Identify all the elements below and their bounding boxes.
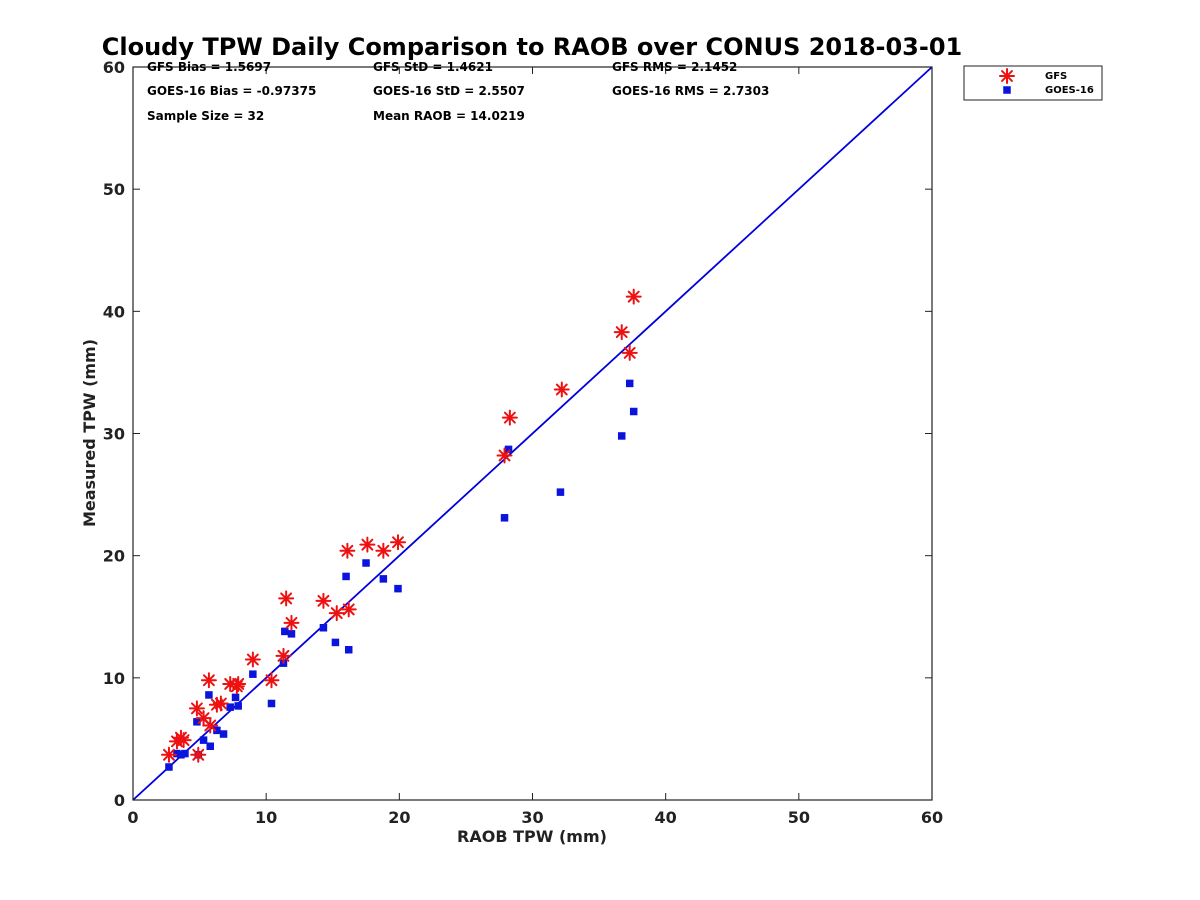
point-goes-16 <box>394 584 402 593</box>
chart-title: Cloudy TPW Daily Comparison to RAOB over… <box>102 33 962 61</box>
stat-gfs-rms: GFS RMS = 2.1452 <box>612 60 737 74</box>
point-gfs <box>621 344 638 361</box>
stats-annotation: GFS Bias = 1.5697 GFS StD = 1.4621 GFS R… <box>147 60 769 123</box>
point-gfs <box>175 732 192 749</box>
axis-ticks: 0 10 20 30 40 50 60 0 10 20 30 40 50 60 <box>103 58 943 827</box>
point-goes-16 <box>234 702 242 710</box>
point-goes-16 <box>231 693 240 702</box>
point-goes-16 <box>331 638 340 647</box>
stat-mean-raob: Mean RAOB = 14.0219 <box>373 109 525 123</box>
x-tick-label: 60 <box>921 808 943 827</box>
legend-symbol-gfs <box>999 68 1015 84</box>
point-gfs <box>613 324 630 341</box>
point-gfs <box>625 288 642 305</box>
point-gfs <box>390 534 407 551</box>
x-tick-label: 40 <box>655 808 677 827</box>
x-axis-label: RAOB TPW (mm) <box>457 827 607 846</box>
point-goes-16 <box>267 699 276 708</box>
point-goes-16 <box>206 742 214 750</box>
point-gfs <box>190 746 207 763</box>
y-tick-label: 0 <box>114 791 125 810</box>
point-goes-16 <box>205 691 213 699</box>
x-tick-label: 20 <box>388 808 410 827</box>
point-gfs <box>328 605 345 622</box>
point-gfs <box>275 647 292 664</box>
point-goes-16 <box>504 445 513 454</box>
y-tick-label: 60 <box>103 58 125 77</box>
point-goes-16 <box>181 749 189 758</box>
y-tick-label: 40 <box>103 302 125 321</box>
point-goes-16 <box>319 623 328 632</box>
series-gfs <box>160 288 642 763</box>
legend: GFS GOES-16 <box>963 65 1103 101</box>
stat-goes-bias: GOES-16 Bias = -0.97375 <box>147 84 316 98</box>
legend-symbol-goes-16 <box>1003 86 1011 94</box>
stat-gfs-std: GFS StD = 1.4621 <box>373 60 493 74</box>
point-gfs <box>244 651 261 668</box>
y-tick-label: 50 <box>103 180 125 199</box>
point-goes-16 <box>362 559 370 567</box>
reference-line-layer <box>132 66 933 801</box>
x-tick-label: 30 <box>521 808 543 827</box>
point-goes-16 <box>500 514 509 522</box>
point-gfs <box>212 695 229 712</box>
point-gfs <box>340 601 357 618</box>
point-goes-16 <box>193 718 201 726</box>
point-gfs <box>263 672 280 689</box>
point-goes-16 <box>287 630 296 638</box>
point-goes-16 <box>213 726 221 735</box>
point-goes-16 <box>344 645 353 654</box>
point-goes-16 <box>226 703 234 711</box>
y-tick-label: 10 <box>103 669 125 688</box>
point-goes-16 <box>173 749 181 758</box>
point-goes-16 <box>281 627 289 636</box>
legend-marker-goes-16 <box>1003 86 1011 94</box>
x-tick-label: 0 <box>127 808 138 827</box>
point-goes-16 <box>625 379 634 388</box>
point-goes-16 <box>342 572 350 581</box>
legend-marker-gfs <box>999 68 1015 84</box>
legend-box <box>963 65 1103 101</box>
point-goes-16 <box>629 407 638 416</box>
point-gfs <box>278 590 295 607</box>
point-gfs <box>553 381 570 398</box>
stat-gfs-bias: GFS Bias = 1.5697 <box>147 60 271 74</box>
point-gfs <box>230 675 247 692</box>
point-gfs <box>496 447 513 464</box>
y-tick-label: 20 <box>103 547 125 566</box>
point-gfs <box>283 614 300 631</box>
point-gfs <box>501 409 518 426</box>
point-gfs <box>315 592 332 609</box>
point-gfs <box>375 542 392 559</box>
legend-label-goes-16: GOES-16 <box>1045 85 1094 96</box>
point-gfs <box>188 700 205 717</box>
point-goes-16 <box>379 575 388 583</box>
point-goes-16 <box>199 736 208 744</box>
legend-label-gfs: GFS <box>1045 71 1067 82</box>
point-goes-16 <box>617 432 626 440</box>
point-gfs <box>160 746 177 763</box>
stat-goes-rms: GOES-16 RMS = 2.7303 <box>612 84 769 98</box>
point-gfs <box>339 542 356 559</box>
point-goes-16 <box>165 763 173 771</box>
one-to-one-line <box>132 66 933 801</box>
x-tick-label: 10 <box>255 808 277 827</box>
point-gfs <box>359 536 376 553</box>
stat-sample-size: Sample Size = 32 <box>147 109 264 123</box>
point-gfs <box>200 672 217 689</box>
point-gfs <box>202 717 219 734</box>
point-goes-16 <box>219 730 228 738</box>
stat-goes-std: GOES-16 StD = 2.5507 <box>373 84 525 98</box>
point-goes-16 <box>556 488 565 496</box>
y-tick-label: 30 <box>103 425 125 444</box>
point-goes-16 <box>177 751 185 759</box>
y-axis-label: Measured TPW (mm) <box>80 339 99 527</box>
data-series <box>160 288 642 771</box>
x-tick-label: 50 <box>788 808 810 827</box>
point-goes-16 <box>249 670 257 678</box>
